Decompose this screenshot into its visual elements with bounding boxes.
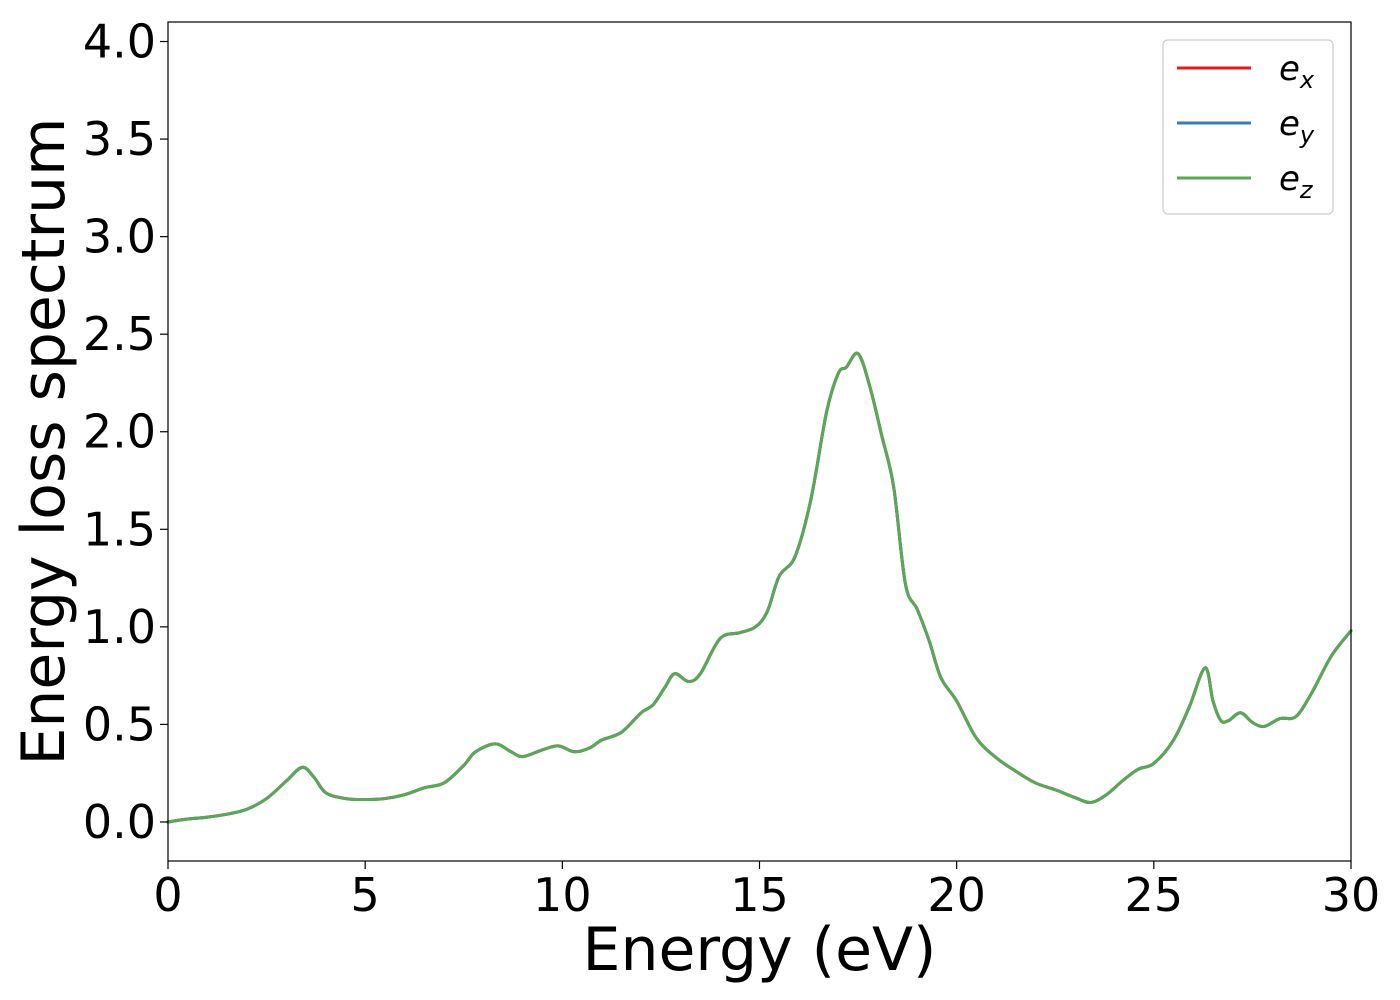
x-tick-label: 20 [927, 868, 986, 922]
legend-label-ez: ez [1279, 159, 1314, 204]
y-axis-ticks: 0.0 0.5 1.0 1.5 2.0 2.5 3.0 3.5 4.0 [83, 15, 168, 849]
x-tick-label: 5 [351, 868, 380, 922]
series-layer [166, 351, 1353, 824]
y-tick-label: 1.5 [83, 502, 156, 556]
y-tick-label: 2.5 [83, 307, 156, 361]
legend-label-ey: ey [1279, 104, 1315, 149]
y-tick-label: 3.0 [83, 210, 156, 264]
y-tick-label: 2.0 [83, 405, 156, 459]
y-axis-title: Energy loss spectrum [9, 117, 79, 765]
legend-box [1162, 39, 1334, 215]
x-tick-label: 0 [153, 868, 182, 922]
x-axis-ticks: 0 5 10 15 20 25 30 [153, 861, 1380, 922]
x-tick-label: 30 [1322, 868, 1381, 922]
y-tick-label: 0.0 [83, 795, 156, 849]
legend-label-ex: ex [1279, 49, 1315, 94]
x-tick-label: 10 [533, 868, 592, 922]
x-tick-label: 15 [730, 868, 789, 922]
legend: ex ey ez [1162, 39, 1334, 215]
y-tick-label: 1.0 [83, 600, 156, 654]
y-tick-label: 0.5 [83, 697, 156, 751]
x-axis-title: Energy (eV) [583, 915, 937, 985]
series-line-ez [166, 351, 1353, 824]
y-tick-label: 4.0 [83, 15, 156, 69]
x-tick-label: 25 [1125, 868, 1184, 922]
plot-area [168, 22, 1351, 861]
y-tick-label: 3.5 [83, 112, 156, 166]
